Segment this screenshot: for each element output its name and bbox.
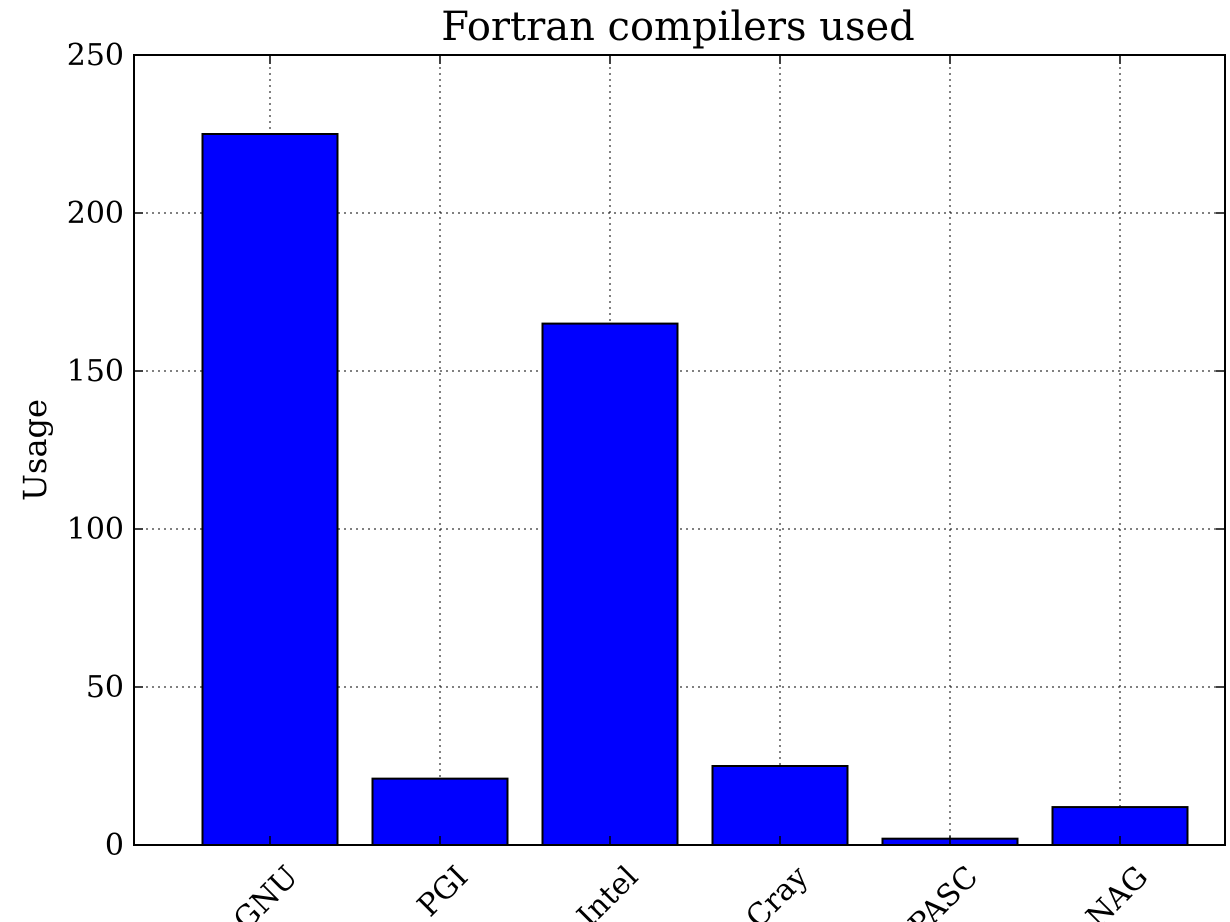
chart-title: Fortran compilers used: [441, 4, 915, 50]
x-tick-label: Cray: [739, 859, 815, 922]
y-tick-label: 50: [86, 670, 124, 705]
y-tick-label: 250: [67, 38, 124, 73]
bars: [201, 133, 1189, 847]
bar-intel: [541, 322, 679, 847]
x-tick-label: Intel: [571, 859, 646, 922]
y-tick-label: 200: [67, 196, 124, 231]
y-tick-label: 100: [67, 512, 124, 547]
y-axis-label: Usage: [16, 399, 54, 501]
x-tick-label: NAG: [1080, 859, 1156, 922]
bar-pgi: [371, 777, 509, 847]
bar-cray: [711, 765, 849, 846]
x-tick-label: PGI: [411, 859, 475, 922]
plot-frame: [133, 54, 1226, 846]
y-tick-label: 150: [67, 354, 124, 389]
y-tick-label: 0: [105, 828, 124, 863]
x-tick-label: GNU: [227, 859, 305, 922]
x-axis-ticks: GNU PGI Intel Cray PASC NAG: [227, 55, 1155, 922]
x-tick-label: PASC: [902, 859, 985, 922]
y-axis-ticks: 0 50 100 150 200 250: [67, 38, 1225, 863]
bar-gnu: [201, 133, 339, 846]
